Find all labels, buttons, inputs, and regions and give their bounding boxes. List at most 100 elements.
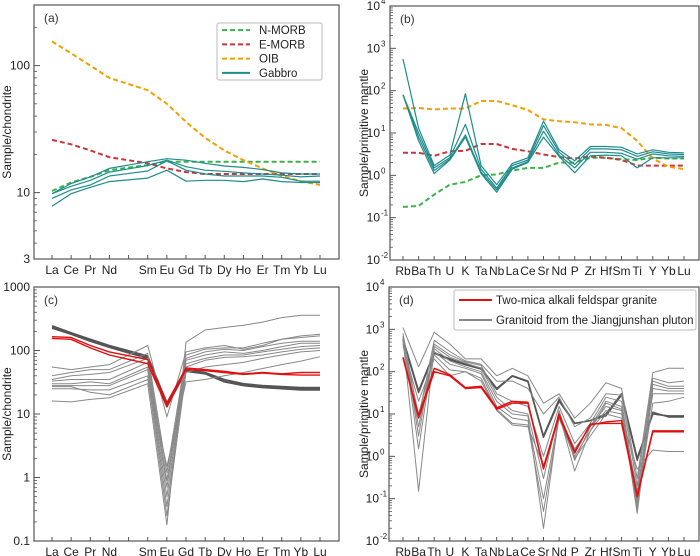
x-tick-label: Lu	[313, 545, 326, 556]
series-line-gabbro	[402, 94, 685, 189]
series-line-granitoid-from-the-jiangjunshan-pluton	[402, 340, 684, 462]
y-tick-label: 10	[367, 253, 381, 267]
panel-label: (c)	[44, 293, 58, 307]
x-axis: Rb Ba Th U K Ta Nb La Ce Sr Nd P Zr Hf Sm Ti Y Yb Lu	[395, 537, 691, 556]
y-tick-exponent: 4	[381, 0, 386, 6]
x-tick-label: Gd	[178, 263, 194, 277]
x-tick-label: Dy	[217, 545, 232, 556]
panel-a: 3 10 100 Sample/chondrite La Ce Pr Nd Sm Eu Gd Tb Dy…	[0, 4, 340, 277]
series-line-gabbro	[402, 58, 685, 186]
x-tick-label: U	[445, 264, 454, 278]
x-tick-label: Ba	[411, 264, 426, 278]
series-line-granitoid-from-the-jiangjunshan-pluton	[51, 325, 320, 404]
y-tick-base: 10	[366, 322, 380, 336]
x-tick-label: Rb	[395, 264, 411, 278]
y-tick-label: 10	[367, 126, 381, 140]
x-tick-label: Ti	[632, 264, 642, 278]
y-tick-base: 10	[367, 41, 381, 55]
y-tick-exponent: 0	[381, 166, 386, 175]
x-tick-label: La	[45, 545, 59, 556]
y-tick-label: 10	[366, 322, 380, 336]
x-tick-label: Lu	[677, 264, 690, 278]
series-line-two-mica-alkali-feldspar-granite	[51, 337, 320, 408]
y-tick-label: 10	[367, 84, 381, 98]
x-tick-label: Lu	[677, 545, 690, 556]
x-tick-label: Y	[649, 264, 657, 278]
y-tick-exponent: 4	[380, 278, 385, 287]
y-tick-exponent: 3	[381, 39, 386, 48]
x-tick-label: Th	[427, 545, 441, 556]
y-axis-title: Sample/primitive mantle	[357, 69, 371, 197]
y-tick-exponent: 1	[380, 405, 385, 414]
x-tick-label: Nd	[102, 263, 117, 277]
x-tick-label: Th	[427, 264, 441, 278]
y-tick-label: 10	[366, 365, 380, 379]
y-tick-label: 10	[366, 534, 380, 548]
y-tick-exponent: -1	[381, 209, 389, 218]
x-axis: Rb Ba Th U K Ta Nb La Ce Sr Nd P Zr Hf Sm Ti Y Yb Lu	[395, 256, 691, 278]
series-line-gabbro	[51, 158, 320, 195]
x-tick-label: P	[571, 264, 579, 278]
series-group	[51, 314, 321, 526]
series-line-granitoid-from-the-jiangjunshan-pluton	[402, 343, 685, 512]
x-tick-label: Yb	[294, 545, 309, 556]
x-tick-label: Hf	[600, 264, 613, 278]
y-tick-base: 10	[367, 84, 381, 98]
x-tick-label: Zr	[585, 545, 596, 556]
x-tick-label: Sm	[613, 264, 631, 278]
x-tick-label: K	[461, 545, 469, 556]
series-line-e-morb	[403, 143, 684, 167]
y-tick-base: 10	[366, 492, 380, 506]
x-axis: La Ce Pr Nd Sm Eu Gd Tb Dy Ho Er Tm Yb Lu	[45, 537, 327, 556]
y-tick-exponent: -2	[380, 532, 388, 541]
x-tick-label: Eu	[160, 545, 175, 556]
y-tick-exponent: 3	[380, 320, 385, 329]
legend-box	[216, 22, 323, 81]
series-line-granitoid-from-the-jiangjunshan-pluton	[402, 335, 684, 500]
x-tick-label: Pr	[84, 545, 96, 556]
x-tick-label: Er	[257, 263, 269, 277]
series-line-oib	[402, 100, 685, 171]
x-tick-label: Pr	[84, 263, 96, 277]
series-line-granitoid-from-the-jiangjunshan-pluton	[52, 347, 321, 507]
x-tick-label: U	[445, 545, 454, 556]
series-line-gabbro	[51, 160, 320, 199]
x-tick-label: Ba	[411, 545, 426, 556]
legend-label: N-MORB	[259, 25, 306, 37]
y-tick-label: 3	[23, 252, 30, 266]
legend-label: Gabbro	[259, 68, 297, 80]
y-tick-label: 10	[366, 407, 380, 421]
y-tick-exponent: 1	[381, 124, 386, 133]
x-tick-label: Nb	[489, 264, 505, 278]
x-tick-label: Rb	[395, 545, 411, 556]
y-tick-exponent: 2	[380, 363, 385, 372]
y-tick-label: 100	[10, 344, 30, 358]
y-tick-exponent: 0	[380, 447, 385, 456]
series-line-granitoid-from-the-jiangjunshan-pluton	[51, 327, 320, 408]
y-tick-exponent: 2	[381, 82, 386, 91]
series-line-granitoid-from-the-jiangjunshan-pluton	[402, 327, 684, 479]
x-tick-label: Ce	[520, 545, 536, 556]
series-line-granitoid-from-the-jiangjunshan-pluton	[402, 338, 684, 529]
x-tick-label: Gd	[178, 545, 194, 556]
series-line-granitoid-from-the-jiangjunshan-pluton	[52, 345, 321, 498]
y-tick-base: 10	[367, 211, 381, 225]
series-line-e-morb	[51, 138, 320, 175]
x-tick-label: La	[506, 545, 520, 556]
y-tick-base: 10	[367, 253, 381, 267]
y-tick-base: 10	[366, 407, 380, 421]
x-tick-label: Ti	[632, 545, 642, 556]
x-tick-label: Yb	[661, 264, 676, 278]
series-line-granitoid-from-the-jiangjunshan-pluton	[402, 333, 685, 487]
series-line-granitoid-from-the-jiangjunshan-pluton	[52, 356, 321, 467]
x-tick-label: Ce	[520, 264, 536, 278]
y-tick-label: 10	[366, 280, 380, 294]
x-tick-label: Ce	[63, 545, 79, 556]
x-tick-label: Ho	[236, 263, 252, 277]
y-tick-label: 10	[367, 41, 381, 55]
y-tick-base: 10	[367, 0, 381, 13]
series-line-n-morb	[402, 156, 684, 208]
x-axis: La Ce Pr Nd Sm Eu Gd Tb Dy Ho Er Tm Yb Lu	[45, 255, 327, 277]
